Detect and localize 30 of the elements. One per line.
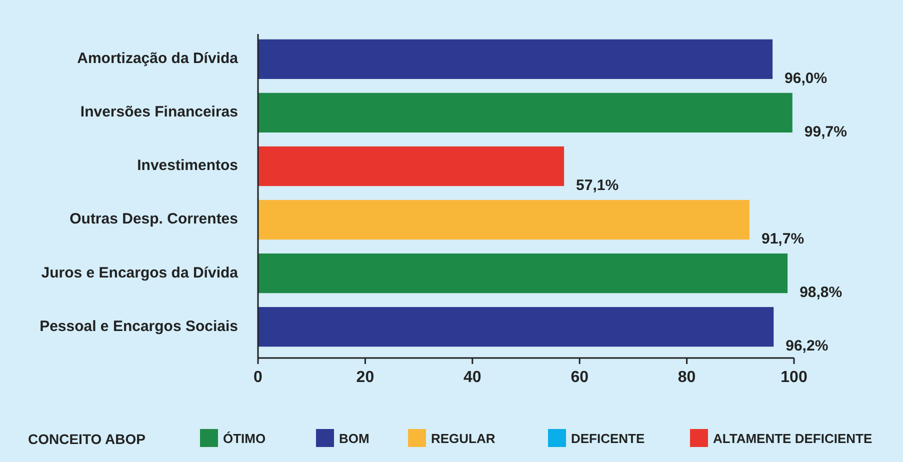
bar xyxy=(258,39,773,79)
x-tick-label: 40 xyxy=(464,369,482,386)
bar xyxy=(258,146,564,186)
text: 57,1% xyxy=(576,177,619,194)
x-tick-label: 100 xyxy=(780,369,808,386)
bar xyxy=(258,253,788,294)
text: 96,0% xyxy=(784,70,828,87)
legend-label: ALTAMENTE DEFICIENTE xyxy=(713,431,872,446)
text: 91,7% xyxy=(762,230,804,248)
text: 96,2% xyxy=(786,338,828,355)
y-tick-label: Outras Desp. Correntes xyxy=(70,210,238,228)
y-tick-label: Pessoal e Encargos Sociais xyxy=(40,318,238,335)
bar xyxy=(258,307,774,347)
x-tick-label: 80 xyxy=(678,369,696,386)
y-tick-label: Inversões Financeiras xyxy=(80,104,238,121)
legend-title: CONCEITO ABOP xyxy=(28,431,146,447)
y-tick-label: Amortização da Dívida xyxy=(77,50,239,68)
legend-label: ÓTIMO xyxy=(223,431,266,446)
legend-label: REGULAR xyxy=(431,431,496,446)
y-tick-label: Juros e Encargos da Dívida xyxy=(41,264,239,282)
x-tick-label: 20 xyxy=(356,369,374,386)
y-tick-label: Investimentos xyxy=(137,157,238,174)
legend-label: BOM xyxy=(339,431,370,446)
text: 99,7% xyxy=(804,124,847,141)
bar xyxy=(258,92,792,133)
legend-label: DEFICENTE xyxy=(571,431,645,446)
x-tick-label: 0 xyxy=(254,369,263,386)
text: 98,8% xyxy=(800,284,842,302)
x-tick-label: 60 xyxy=(570,369,589,386)
bar xyxy=(258,200,750,240)
